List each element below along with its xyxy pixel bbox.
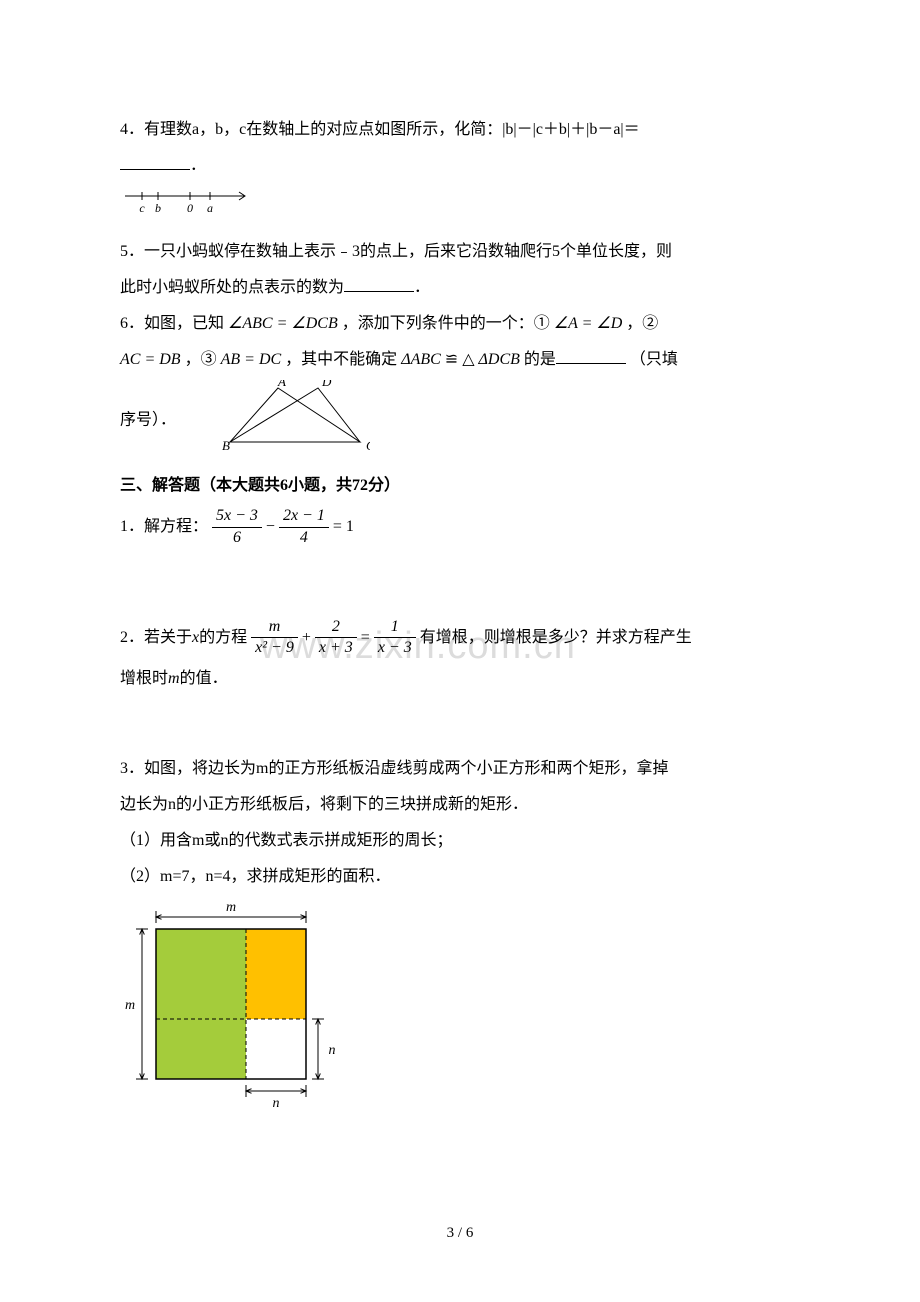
- svg-text:n: n: [329, 1043, 336, 1058]
- svg-text:m: m: [226, 903, 236, 915]
- q6-l2e: ΔABC: [401, 351, 441, 368]
- p2-line2: 增根时m的值．: [120, 663, 800, 695]
- svg-text:a: a: [207, 201, 213, 215]
- p1-prefix: 1．解方程：: [120, 518, 208, 535]
- p1-eq: = 1: [333, 518, 354, 535]
- section3-title: 三、解答题（本大题共6小题，共72分）: [120, 470, 800, 502]
- p2-frac2: 2 x + 3: [315, 617, 357, 660]
- page-footer: 3 / 6: [0, 1225, 920, 1242]
- p2-frac3-den: x − 3: [374, 638, 416, 659]
- q6-line1: 6．如图，已知 ∠ABC = ∠DCB ，添加下列条件中的一个：① ∠A = ∠…: [120, 308, 800, 340]
- q6-l1d: ∠A = ∠D: [554, 315, 623, 332]
- p2-frac1-den: x² − 9: [251, 638, 298, 659]
- svg-text:A: A: [277, 380, 286, 389]
- q6-triangle-figure: A D B C: [220, 380, 370, 462]
- p1: 1．解方程： 5x − 3 6 − 2x − 1 4 = 1: [120, 506, 800, 549]
- q6-l2h: 的是: [524, 351, 556, 368]
- p3-sub1: （1）用含m或n的代数式表示拼成矩形的周长；: [120, 825, 800, 857]
- p2-line1: 2．若关于x的方程 m x² − 9 + 2 x + 3 = 1 x − 3 有…: [120, 617, 800, 660]
- p2-m: m: [168, 670, 180, 687]
- svg-text:D: D: [321, 380, 332, 389]
- q6-line2: AC = DB ，③ AB = DC ，其中不能确定 ΔABC ≌ △ ΔDCB…: [120, 344, 800, 376]
- p1-frac2-num: 2x − 1: [279, 506, 329, 528]
- q6-l2d: ，其中不能确定: [285, 351, 401, 368]
- p2-mid1: 的方程: [199, 629, 251, 646]
- svg-text:c: c: [139, 201, 145, 215]
- q5-blank: [344, 276, 414, 292]
- svg-text:n: n: [273, 1096, 280, 1111]
- q6-l1c: ，添加下列条件中的一个：①: [342, 315, 554, 332]
- q6-l2b: ，③: [185, 351, 221, 368]
- svg-text:0: 0: [187, 201, 193, 215]
- p2-prefix: 2．若关于: [120, 629, 192, 646]
- p2-frac2-den: x + 3: [315, 638, 357, 659]
- p2-frac1: m x² − 9: [251, 617, 298, 660]
- p2-l2b: 的值．: [180, 670, 228, 687]
- spacer-1: [120, 553, 800, 613]
- q5-line1: 5．一只小蚂蚁停在数轴上表示﹣3的点上，后来它沿数轴爬行5个单位长度，则: [120, 236, 800, 268]
- svg-text:m: m: [125, 998, 135, 1013]
- svg-text:b: b: [155, 201, 161, 215]
- page-content: 4．有理数a，b，c在数轴上的对应点如图所示，化简：|b|－|c＋b|＋|b－a…: [0, 0, 920, 1185]
- p3-line2: 边长为n的小正方形纸板后，将剩下的三块拼成新的矩形．: [120, 789, 800, 821]
- p1-frac1: 5x − 3 6: [212, 506, 262, 549]
- p2-eq: =: [361, 629, 374, 646]
- q6-l1e: ，②: [626, 315, 658, 332]
- q4-body: 4．有理数a，b，c在数轴上的对应点如图所示，化简：|b|－|c＋b|＋|b－a…: [120, 121, 640, 138]
- number-line-svg: cb 0a: [120, 186, 250, 216]
- q6-l2f: ≌ △: [445, 351, 479, 368]
- p3-line1: 3．如图，将边长为m的正方形纸板沿虚线剪成两个小正方形和两个矩形，拿掉: [120, 753, 800, 785]
- q6-l2a: AC = DB: [120, 351, 181, 368]
- q5-prefix: 此时小蚂蚁所处的点表示的数为: [120, 279, 344, 296]
- p1-frac2: 2x − 1 4: [279, 506, 329, 549]
- p2-frac3-num: 1: [374, 617, 416, 639]
- spacer-2: [120, 699, 800, 749]
- q6-l3: 序号）．: [120, 412, 176, 429]
- rect-svg: m m n n: [120, 903, 350, 1123]
- q4-numline-figure: cb 0a: [120, 186, 800, 228]
- p2-frac2-num: 2: [315, 617, 357, 639]
- p2-plus1: +: [302, 629, 315, 646]
- q6-l1b: ∠ABC = ∠DCB: [228, 315, 338, 332]
- q4-blank: [120, 154, 190, 170]
- q6-line3: 序号）． A D B C: [120, 380, 800, 462]
- p2-frac3: 1 x − 3: [374, 617, 416, 660]
- q4-blank-line: ．: [120, 150, 800, 182]
- p3-sub2: （2）m=7，n=4，求拼成矩形的面积．: [120, 861, 800, 893]
- q6-l2g: ΔDCB: [479, 351, 520, 368]
- svg-text:B: B: [222, 438, 230, 450]
- q4-suffix: ．: [190, 157, 206, 174]
- p1-frac2-den: 4: [279, 528, 329, 549]
- p2-suffix: 有增根，则增根是多少？并求方程产生: [420, 629, 692, 646]
- p1-frac1-den: 6: [212, 528, 262, 549]
- q6-l1a: 6．如图，已知: [120, 315, 228, 332]
- q6-l2c: AB = DC: [221, 351, 282, 368]
- p2-frac1-num: m: [251, 617, 298, 639]
- triangle-svg: A D B C: [220, 380, 370, 450]
- q5-suffix: ．: [414, 279, 430, 296]
- svg-text:C: C: [366, 438, 370, 450]
- q4-text: 4．有理数a，b，c在数轴上的对应点如图所示，化简：|b|－|c＋b|＋|b－a…: [120, 114, 800, 146]
- q6-l2suf: （只填: [630, 351, 678, 368]
- q6-blank: [556, 348, 626, 364]
- p3-figure: m m n n: [120, 903, 800, 1135]
- p2-l2a: 增根时: [120, 670, 168, 687]
- p1-minus: −: [266, 518, 279, 535]
- q5-line2: 此时小蚂蚁所处的点表示的数为 ．: [120, 272, 800, 304]
- p1-frac1-num: 5x − 3: [212, 506, 262, 528]
